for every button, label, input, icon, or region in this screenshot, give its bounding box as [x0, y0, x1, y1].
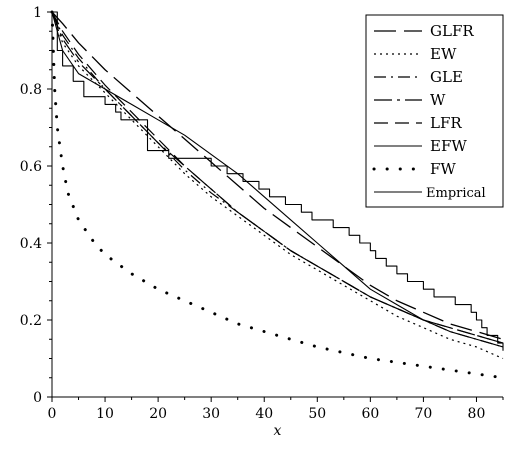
x-tick-label: 40	[255, 406, 273, 422]
x-axis-label: x	[274, 423, 282, 439]
legend-label-ew: EW	[430, 45, 457, 63]
legend-label-w: W	[430, 91, 446, 109]
x-tick-label: 70	[414, 406, 432, 422]
series-line-fw	[50, 10, 505, 380]
x-tick-label: 50	[308, 406, 326, 422]
y-tick-label: 0.2	[20, 313, 42, 329]
y-tick-label: 0.6	[20, 159, 42, 175]
x-tick-label: 80	[468, 406, 486, 422]
y-tick-label: 0	[33, 390, 42, 406]
series-line-glfr	[51, 11, 504, 340]
legend-label-emprical: Emprical	[426, 186, 486, 201]
x-tick-label: 60	[361, 406, 379, 422]
y-tick-label: 1	[33, 5, 42, 21]
plot-area	[50, 10, 505, 380]
x-tick-label: 30	[202, 406, 220, 422]
legend-label-gle: GLE	[430, 68, 463, 86]
y-tick-label: 0.8	[20, 82, 42, 98]
series-line-emprical	[52, 11, 504, 351]
y-tick-label: 0.4	[20, 236, 42, 252]
axes: 0 10 20 30 40 50 60 70 80 0 0.2 0.4 0.6 0.8 1	[20, 5, 504, 422]
legend-label-glfr: GLFR	[430, 22, 474, 40]
x-tick-label: 10	[96, 406, 114, 422]
legend-box	[365, 14, 504, 208]
legend-label-fw: FW	[430, 160, 456, 178]
x-tick-label: 0	[48, 406, 57, 422]
series-line-efw	[51, 11, 504, 348]
legend-label-lfr: LFR	[430, 114, 462, 132]
series-line-ew	[51, 11, 504, 360]
legend-label-efw: EFW	[430, 137, 467, 155]
x-tick-label: 20	[149, 406, 167, 422]
legend: GLFR EW GLE W LFR EFW FW Emprical	[365, 14, 504, 208]
